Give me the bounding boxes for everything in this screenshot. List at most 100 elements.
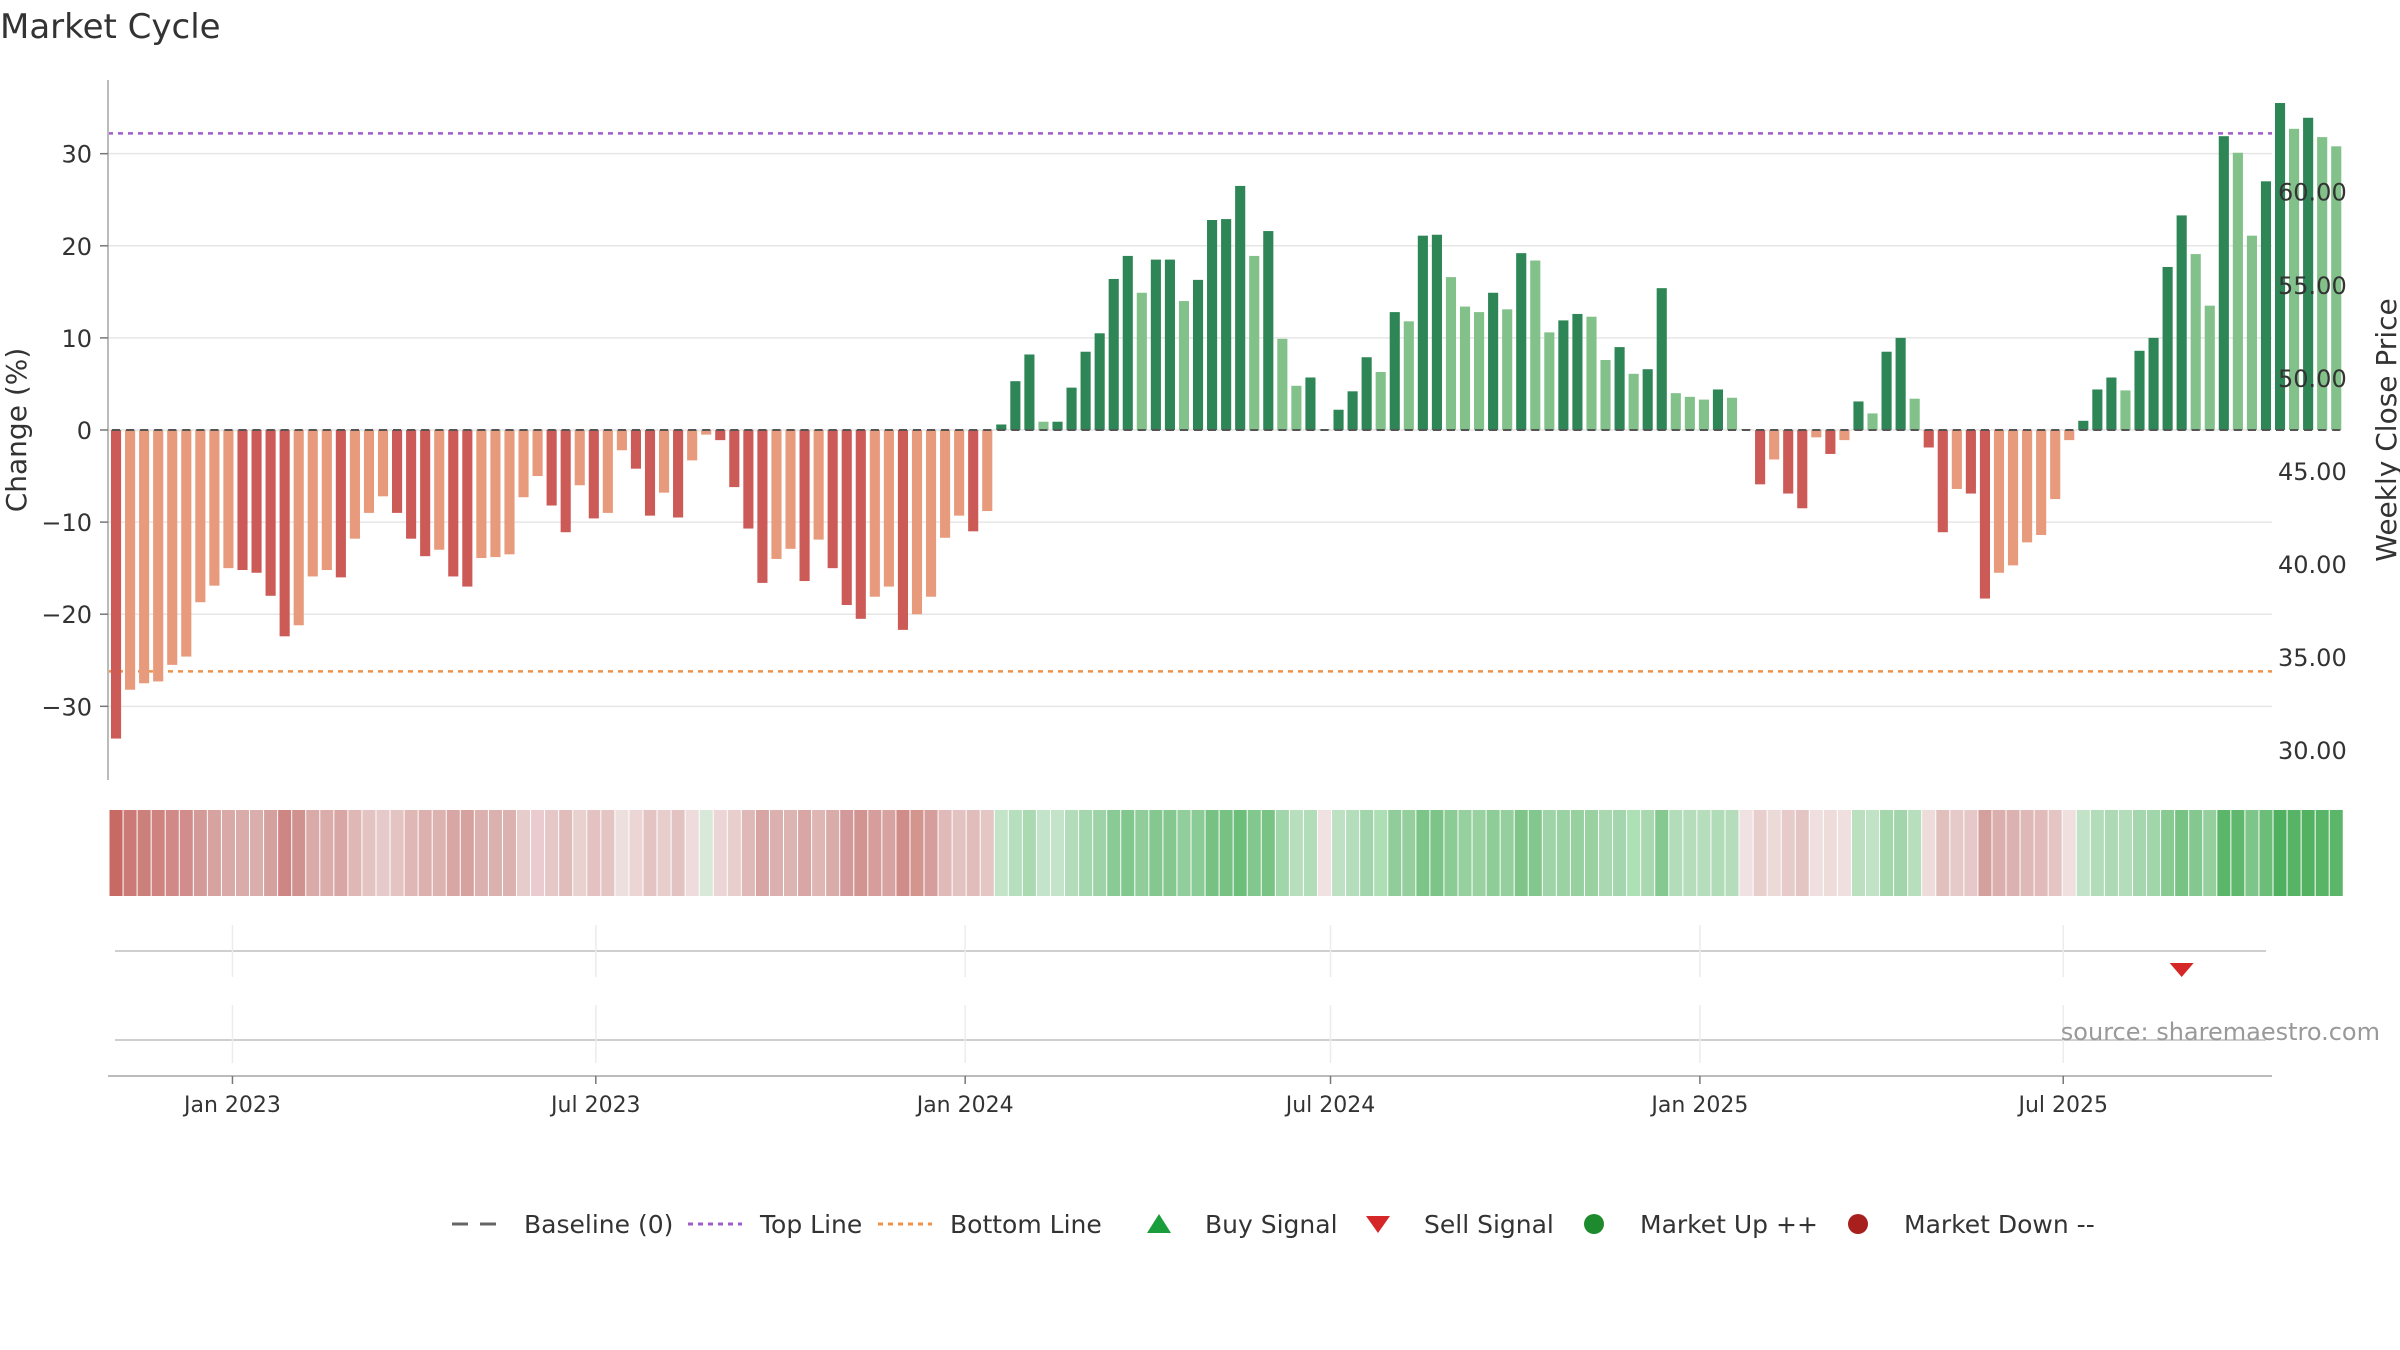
heat-strip-cell [1472, 810, 1486, 896]
heat-strip-cell [601, 810, 615, 896]
change-bar [869, 430, 880, 597]
change-bar [321, 430, 332, 570]
reference-lines [108, 132, 2272, 673]
change-bar [1726, 397, 1738, 430]
heat-strip-cell [1416, 810, 1430, 896]
change-bar [588, 430, 599, 519]
change-bar [729, 430, 740, 488]
heat-strip-cell [418, 810, 432, 896]
heat-strip-cell [2203, 810, 2217, 896]
change-bar [968, 430, 979, 532]
change-bar [1108, 278, 1119, 430]
heat-strip-cell [1022, 810, 1036, 896]
change-bar [2148, 337, 2159, 430]
change-bar [1080, 351, 1091, 430]
heat-strip-cell [404, 810, 418, 896]
heat-strip-cell [1444, 810, 1458, 896]
change-bar [1375, 371, 1386, 430]
heat-strip-cell [1851, 810, 1865, 896]
legend-label: Sell Signal [1424, 1210, 1554, 1239]
change-bar [1417, 235, 1428, 430]
legend: Baseline (0) Top Line Bottom Line Buy Signa… [452, 1210, 2095, 1239]
change-bar [406, 430, 417, 539]
change-bar [1207, 220, 1218, 430]
heat-strip-cell [840, 810, 854, 896]
legend-label: Bottom Line [950, 1210, 1102, 1239]
change-bar [925, 430, 937, 597]
heat-strip-cell [1317, 810, 1332, 896]
heat-strip-cell [1177, 810, 1191, 896]
x-tick-label: Jan 2025 [1649, 1093, 1748, 1118]
heat-strip-cell [264, 810, 278, 896]
heat-strip-cell [1767, 810, 1781, 896]
change-bar [1094, 333, 1105, 430]
heat-strip-cell [559, 810, 573, 896]
change-bar [2162, 266, 2173, 430]
y2-tick-label: 55.00 [2278, 272, 2347, 300]
change-bar [1684, 396, 1695, 430]
heat-strip-cell [1599, 810, 1613, 896]
change-bar [897, 430, 908, 630]
change-bar [1431, 234, 1442, 430]
heat-strip-cell [741, 810, 755, 896]
change-bar [2303, 117, 2314, 431]
change-bar [1277, 338, 1288, 430]
y-tick-label: −10 [41, 509, 92, 537]
change-bar [434, 430, 445, 550]
change-bar [490, 430, 501, 558]
change-bar [1783, 430, 1794, 494]
change-bar [1221, 219, 1232, 430]
heat-strip-cell [1795, 810, 1809, 896]
change-bar [658, 430, 670, 493]
heat-strip-cell [250, 810, 264, 896]
change-bar [1038, 421, 1049, 430]
heat-strip-cell [376, 810, 390, 896]
change-bar [827, 430, 838, 569]
heat-strip-cell [1149, 810, 1163, 896]
heat-strip-cell [1809, 810, 1823, 896]
change-bar [2064, 430, 2075, 441]
change-bar [940, 430, 951, 538]
change-bar [771, 430, 782, 559]
y-tick-label: 20 [61, 233, 92, 261]
change-bar [209, 430, 220, 586]
heat-strip-cell [1135, 810, 1149, 896]
heat-strip-cell [1079, 810, 1093, 896]
heat-strip-cell [1570, 810, 1584, 896]
change-bar [237, 430, 248, 570]
change-bar [335, 430, 346, 578]
x-tick-label: Jan 2024 [915, 1093, 1014, 1118]
change-bar [1361, 357, 1372, 430]
change-bar [757, 430, 768, 583]
heat-strip-cell [1121, 810, 1135, 896]
change-bar [110, 430, 122, 739]
change-bar [1249, 255, 1260, 430]
heat-strip-cell [1065, 810, 1079, 896]
change-bar [307, 430, 318, 577]
heat-strip-cell [1711, 810, 1725, 896]
change-bar [1488, 292, 1499, 430]
heat-strip-cell [1908, 810, 1922, 896]
heat-strip-cell [2189, 810, 2203, 896]
heat-strip-cell [488, 810, 502, 896]
heat-strip-cell [1641, 810, 1655, 896]
heat-strip-cell [1865, 810, 1880, 896]
change-bar [153, 430, 164, 682]
change-bar [2036, 430, 2047, 535]
heat-strip-cell [1528, 810, 1542, 896]
heat-strip-cell [2217, 810, 2231, 896]
change-bar [1530, 260, 1541, 430]
change-bar [265, 430, 276, 596]
change-bar [1164, 259, 1175, 430]
y-tick-label: 10 [61, 325, 92, 353]
heat-strip-cell [1922, 810, 1936, 896]
heat-strip-cell [1430, 810, 1444, 896]
heat-strip-cell [812, 810, 826, 896]
change-bar [1024, 354, 1035, 430]
change-bar [1502, 309, 1513, 430]
change-bar [2092, 389, 2103, 430]
heat-strip-cell [938, 810, 952, 896]
change-bar [139, 430, 150, 684]
change-bar [996, 424, 1007, 430]
heat-strip-cell [474, 810, 488, 896]
